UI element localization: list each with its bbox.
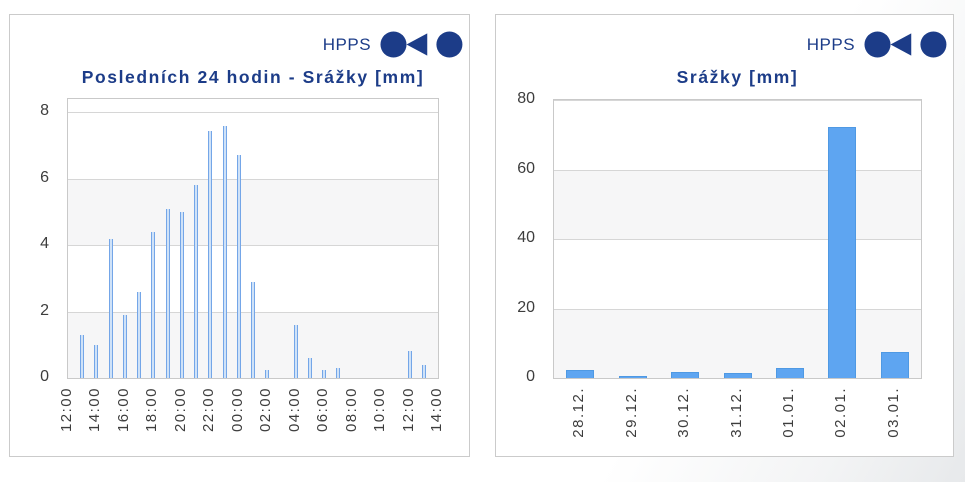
bar-03.01. [880, 351, 909, 378]
x-tick-label: 28.12. [570, 387, 588, 438]
y-tick-label: 2 [40, 301, 49, 319]
hpps-logo: HPPS [323, 31, 463, 58]
bar-15:00 [108, 238, 113, 378]
x-tick-label: 04:00 [285, 387, 303, 433]
y-tick-label: 4 [40, 235, 49, 253]
x-tick-label: 31.12. [727, 387, 745, 438]
bar-23:00 [222, 125, 227, 378]
x-tick-label: 10:00 [371, 387, 389, 433]
x-tick-label: 22:00 [200, 387, 218, 433]
bar-12:00 [407, 351, 412, 378]
bar-06:00 [322, 369, 327, 378]
chart-title-last-24h: Posledních 24 hodin - Srážky [mm] [81, 67, 425, 87]
y-tick-label: 0 [526, 368, 535, 385]
x-tick-label: 18:00 [143, 387, 161, 433]
bar-30.12. [671, 371, 700, 378]
x-tick-label: 14:00 [428, 387, 445, 433]
panel-last-24h-precipitation: HPPS Posledních 24 hodin - Srážky [mm] 0… [9, 14, 470, 457]
y-tick-label: 80 [517, 90, 535, 107]
x-tick-label: 06:00 [314, 387, 332, 433]
bar-22:00 [208, 130, 213, 378]
bar-01:00 [251, 281, 255, 378]
bar-13:00 [80, 334, 85, 378]
hpps-logo-text: HPPS [806, 34, 856, 54]
x-tick-label: 30.12. [675, 387, 693, 438]
hpps-logo-text: HPPS [322, 34, 372, 54]
bar-16:00 [122, 314, 127, 378]
x-tick-label: 14:00 [86, 387, 104, 433]
bar-01.01. [775, 367, 804, 378]
bar-19:00 [165, 208, 170, 378]
y-tick-label: 8 [40, 102, 49, 120]
y-tick-label: 0 [40, 368, 49, 385]
y-tick-label: 40 [517, 229, 535, 246]
bar-20:00 [179, 211, 184, 378]
x-tick-label: 12:00 [58, 387, 75, 433]
bar-14:00 [94, 344, 99, 378]
bar-04:00 [293, 324, 298, 378]
x-tick-label: 12:00 [399, 387, 417, 433]
hpps-circles-logo-icon [380, 31, 463, 58]
hpps-logo: HPPS [807, 31, 947, 58]
bar-29.12. [618, 376, 647, 378]
bar-13:00 [421, 364, 426, 378]
panel-daily-precipitation: HPPS Srážky [mm] 0 20 40 60 80 28.12. 29.12. 3… [495, 14, 954, 457]
x-tick-label: 20:00 [171, 387, 189, 433]
x-tick-label: 02.01. [832, 387, 850, 438]
bar-00:00 [236, 155, 241, 378]
chart-title-daily: Srážky [mm] [676, 67, 799, 87]
x-tick-label: 00:00 [228, 387, 246, 433]
bar-17:00 [137, 291, 142, 378]
hpps-circles-logo-icon [864, 31, 947, 58]
x-tick-label: 29.12. [622, 387, 640, 438]
x-tick-label: 03.01. [884, 387, 902, 438]
x-tick-label: 08:00 [342, 387, 360, 433]
plot-area-daily [553, 99, 922, 379]
bar-07:00 [336, 368, 341, 378]
y-tick-label: 6 [40, 168, 49, 186]
bar-28.12. [566, 370, 595, 378]
bar-21:00 [194, 185, 199, 378]
x-tick-label: 02:00 [257, 387, 275, 433]
bar-02:00 [265, 369, 270, 378]
bar-31.12. [723, 373, 752, 378]
bar-18:00 [151, 231, 156, 378]
bar-05:00 [307, 358, 312, 378]
y-tick-label: 20 [517, 298, 535, 316]
bar-02.01. [828, 126, 857, 378]
plot-area-last-24h [67, 98, 439, 379]
x-tick-label: 16:00 [114, 387, 132, 433]
x-tick-label: 01.01. [779, 387, 797, 438]
y-tick-label: 60 [517, 159, 535, 177]
